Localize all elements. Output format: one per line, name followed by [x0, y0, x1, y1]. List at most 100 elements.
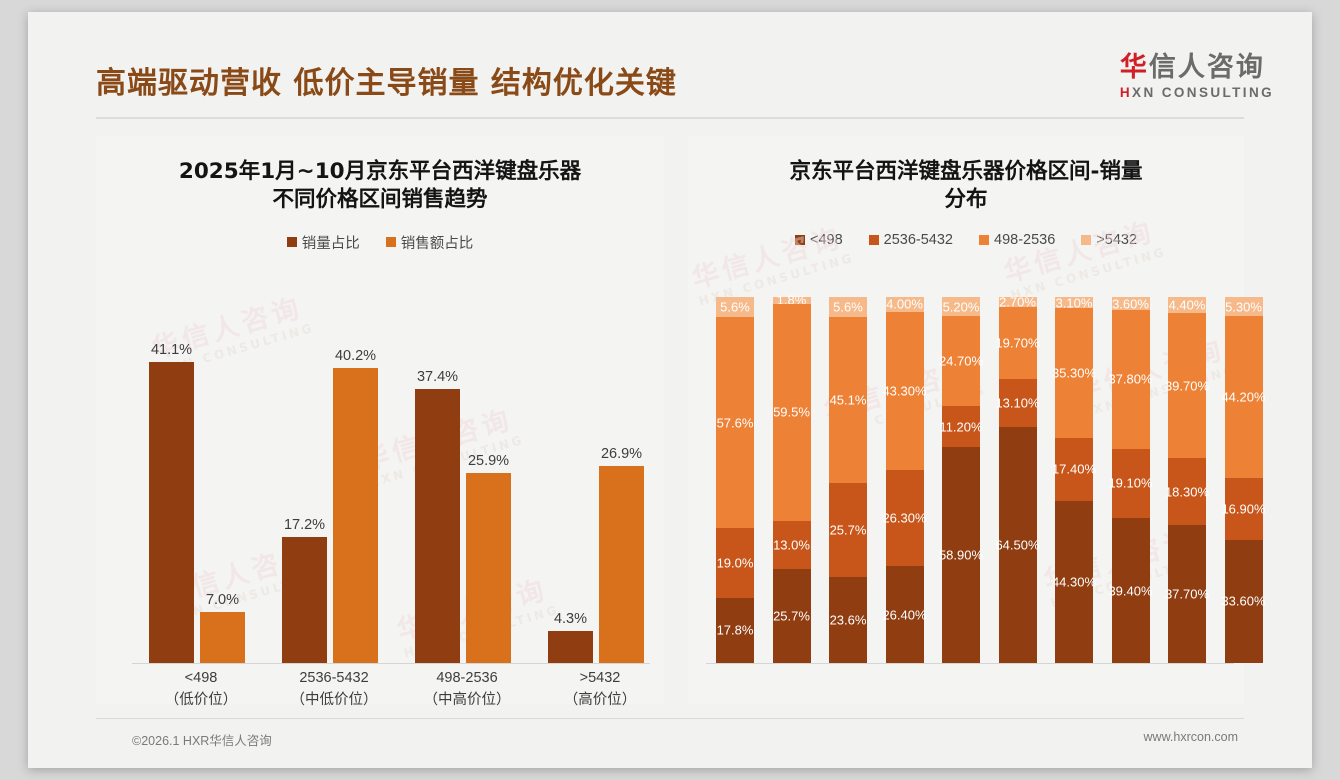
- stack-segment-2[interactable]: 57.6%: [716, 317, 754, 529]
- stack-segment-0[interactable]: 37.70%: [1165, 525, 1209, 664]
- bar-amount[interactable]: 7.0%: [200, 592, 245, 663]
- logo-en-rest: XN CONSULTING: [1132, 85, 1274, 101]
- stack-segment-3[interactable]: 5.6%: [716, 297, 754, 318]
- stack-segment-2[interactable]: 24.70%: [939, 316, 983, 407]
- stack-segment-3[interactable]: 2.70%: [998, 294, 1037, 310]
- stack-segment-1[interactable]: 16.90%: [1221, 478, 1266, 540]
- stack-segment-0[interactable]: 39.40%: [1108, 518, 1153, 663]
- x-axis-tier: （高价位）: [563, 691, 637, 708]
- bar-volume[interactable]: 17.2%: [282, 517, 327, 663]
- stack-segment-3[interactable]: 1.8%: [772, 293, 811, 308]
- stacked-bar: 4.00% 43.30% 26.30% 26.40%: [882, 297, 927, 663]
- chart-panel-right: 京东平台西洋键盘乐器价格区间-销量 分布 <498 2536-5432 498-25…: [688, 136, 1266, 704]
- stack-segment-2[interactable]: 39.70%: [1164, 313, 1210, 459]
- legend-swatch-icon: [385, 237, 396, 248]
- stack-segment-0[interactable]: 26.40%: [882, 566, 927, 663]
- legend-item-2[interactable]: 498-2536: [979, 232, 1055, 248]
- x-axis-tier: （低价位）: [164, 691, 238, 708]
- legend-label: 销售额占比: [400, 235, 474, 252]
- stack-value-label: 19.70%: [995, 335, 1040, 351]
- bar-amount[interactable]: 25.9%: [466, 453, 511, 663]
- bar-volume[interactable]: 41.1%: [149, 342, 194, 663]
- right-chart-title-line1: 京东平台西洋键盘乐器价格区间-销量: [789, 159, 1143, 184]
- stack-segment-1[interactable]: 18.30%: [1165, 458, 1209, 526]
- left-chart-title: 2025年1月~10月京东平台西洋键盘乐器 不同价格区间销售趋势: [96, 158, 664, 214]
- x-axis-range: 498-2536: [436, 670, 498, 686]
- stack-value-label: 5.6%: [833, 299, 863, 315]
- stack-value-label: 39.70%: [1164, 378, 1210, 394]
- stack-segment-2[interactable]: 44.20%: [1221, 316, 1266, 479]
- bar-group: 41.1% 7.0%: [138, 295, 256, 663]
- stack-segment-0[interactable]: 25.7%: [772, 568, 811, 663]
- stack-segment-2[interactable]: 45.1%: [829, 317, 867, 483]
- legend-item-0[interactable]: <498: [794, 232, 843, 248]
- stacked-bar: 5.30% 44.20% 16.90% 33.60%: [1221, 297, 1266, 663]
- stack-segment-2[interactable]: 19.70%: [995, 306, 1040, 379]
- stack-segment-3[interactable]: 5.30%: [1224, 297, 1263, 317]
- footer-copyright: ©2026.1 HXR华信人咨询: [132, 734, 272, 748]
- stack-segment-1[interactable]: 26.30%: [882, 470, 927, 567]
- x-axis-range: >5432: [579, 670, 621, 686]
- x-axis-line: [706, 663, 1234, 664]
- bar-value-label: 37.4%: [416, 368, 459, 385]
- stack-value-label: 44.30%: [1051, 574, 1097, 590]
- bar-volume[interactable]: 37.4%: [415, 369, 460, 663]
- stack-value-label: 23.6%: [829, 612, 867, 628]
- stacked-bar: 5.6% 45.1% 25.7% 23.6%: [829, 297, 867, 663]
- stack-segment-3[interactable]: 5.20%: [942, 297, 980, 317]
- stack-value-label: 3.10%: [1055, 295, 1093, 311]
- x-axis-tier: （中高价位）: [423, 691, 511, 708]
- stack-segment-2[interactable]: 59.5%: [772, 303, 811, 522]
- chart-panel-left: 2025年1月~10月京东平台西洋键盘乐器 不同价格区间销售趋势 销量占比 销售…: [96, 136, 664, 708]
- logo-en-initial: H: [1119, 85, 1133, 101]
- stack-segment-3[interactable]: 3.10%: [1055, 295, 1093, 311]
- stack-segment-0[interactable]: 33.60%: [1221, 540, 1266, 663]
- stack-segment-3[interactable]: 5.6%: [829, 297, 867, 318]
- legend-item-sales-volume[interactable]: 销量占比: [286, 232, 360, 253]
- x-axis-range: <498: [184, 670, 218, 686]
- stacked-bar: 5.6% 57.6% 19.0% 17.8%: [716, 297, 754, 663]
- stack-segment-3[interactable]: 4.00%: [885, 297, 924, 312]
- bar-value-label: 17.2%: [283, 516, 326, 533]
- x-axis-category-label: 498-2536 （中高价位）: [397, 668, 537, 712]
- stack-segment-1[interactable]: 13.0%: [772, 521, 811, 569]
- legend-item-3[interactable]: >5432: [1081, 232, 1137, 248]
- stack-segment-3[interactable]: 3.60%: [1111, 296, 1150, 311]
- stack-value-label: 35.30%: [1051, 365, 1097, 381]
- right-chart-title-line2: 分布: [944, 186, 988, 212]
- legend-item-sales-amount[interactable]: 销售额占比: [385, 232, 474, 253]
- stack-value-label: 2.70%: [999, 294, 1036, 310]
- stack-segment-2[interactable]: 43.30%: [882, 311, 927, 471]
- stack-segment-3[interactable]: 4.40%: [1168, 297, 1206, 314]
- stack-value-label: 17.8%: [716, 622, 754, 638]
- stacked-bar: 2.70% 19.70% 13.10% 64.50%: [995, 294, 1040, 663]
- footer-website[interactable]: www.hxrcon.com: [1143, 730, 1238, 744]
- watermark: 华信人咨询 HXN CONSULTING: [1071, 334, 1238, 421]
- stack-segment-0[interactable]: 44.30%: [1051, 501, 1097, 664]
- stack-segment-1[interactable]: 25.7%: [829, 482, 867, 577]
- stacked-bar: 5.20% 24.70% 11.20% 58.90%: [939, 297, 983, 663]
- bar-amount[interactable]: 40.2%: [333, 348, 378, 663]
- stacked-bar: 3.10% 35.30% 17.40% 44.30%: [1051, 295, 1097, 664]
- stack-value-label: 19.10%: [1108, 475, 1153, 491]
- left-chart-title-line2: 不同价格区间销售趋势: [272, 186, 488, 212]
- bar-volume[interactable]: 4.3%: [548, 611, 593, 663]
- stack-segment-1[interactable]: 19.0%: [716, 528, 754, 598]
- stack-segment-2[interactable]: 35.30%: [1051, 308, 1097, 438]
- stack-segment-1[interactable]: 13.10%: [995, 378, 1040, 427]
- stack-segment-0[interactable]: 64.50%: [995, 426, 1040, 663]
- stack-segment-1[interactable]: 19.10%: [1108, 448, 1153, 519]
- stack-segment-1[interactable]: 11.20%: [939, 406, 983, 448]
- stack-value-label: 39.40%: [1108, 583, 1153, 598]
- page-title: 高端驱动营收 低价主导销量 结构优化关键: [96, 66, 677, 101]
- logo-chars-rest: 信人咨询: [1148, 52, 1265, 83]
- stack-segment-0[interactable]: 23.6%: [829, 576, 867, 663]
- stack-value-label: 5.6%: [720, 299, 750, 315]
- x-axis-line: [132, 663, 650, 664]
- stack-segment-1[interactable]: 17.40%: [1052, 437, 1096, 502]
- legend-item-1[interactable]: 2536-5432: [868, 232, 953, 248]
- bar-amount[interactable]: 26.9%: [599, 446, 644, 663]
- stack-segment-2[interactable]: 37.80%: [1108, 310, 1153, 449]
- stack-segment-0[interactable]: 58.90%: [939, 447, 983, 663]
- stack-segment-0[interactable]: 17.8%: [716, 597, 754, 663]
